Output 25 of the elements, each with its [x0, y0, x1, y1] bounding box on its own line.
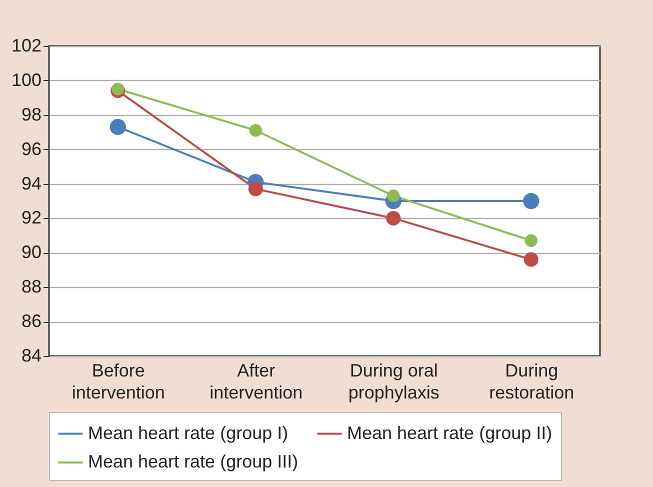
y-tick-label: 98: [21, 104, 42, 124]
y-tick-label: 90: [21, 242, 42, 262]
x-tick-label: After intervention: [210, 360, 303, 402]
point: [386, 210, 401, 226]
x-tick-label: During oral prophylaxis: [348, 360, 440, 402]
point: [110, 118, 126, 135]
point: [523, 192, 540, 210]
point: [524, 252, 538, 267]
y-tick-label: 102: [11, 36, 42, 56]
y-tick-label: 86: [21, 311, 42, 332]
legend-label: Mean heart rate (group III): [88, 452, 298, 472]
y-tick-label: 96: [21, 138, 42, 159]
x-tick-label: Before intervention: [72, 360, 165, 402]
legend-label: Mean heart rate (group II): [347, 422, 552, 443]
y-tick-label: 100: [11, 70, 42, 90]
y-tick-label: 92: [21, 208, 42, 228]
point: [524, 234, 538, 247]
point: [249, 124, 262, 137]
point: [248, 182, 263, 196]
y-tick-label: 88: [21, 276, 42, 297]
legend-label: Mean heart rate (group I): [88, 422, 288, 443]
y-tick-label: 84: [21, 346, 42, 366]
x-tick-label: During restoration: [489, 360, 574, 402]
point: [112, 82, 124, 96]
y-tick-label: 94: [21, 173, 42, 194]
